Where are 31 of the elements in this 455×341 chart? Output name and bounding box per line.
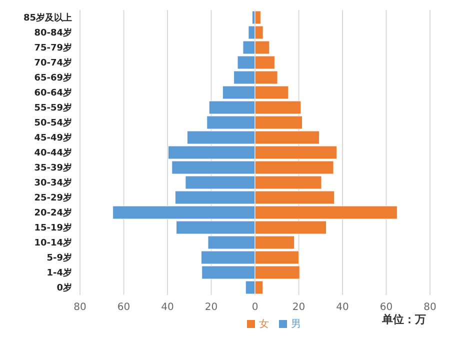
x-tick-label: 80 [424, 302, 436, 314]
text: 单位：万 [382, 312, 426, 327]
y-tick-label: 50-54岁 [34, 118, 72, 129]
y-tick-label: 55-59岁 [34, 102, 72, 114]
y-tick-label: 10-14岁 [34, 238, 72, 249]
y-tick-label: 15-19岁 [34, 222, 72, 234]
y-tick-label: 60-64岁 [34, 88, 72, 99]
x-tick-label: 40 [336, 302, 349, 314]
y-tick-label: 65-69岁 [34, 72, 72, 84]
x-tick-label: 20 [204, 302, 218, 314]
y-tick-label: 35-39岁 [34, 162, 72, 174]
x-tick-label: 40 [161, 302, 174, 314]
y-tick-label: 85岁及以上 [23, 12, 72, 24]
y-tick-label: 5-9岁 [46, 252, 72, 264]
y-tick-label: 40-44岁 [34, 148, 72, 159]
y-tick-label: 30-34岁 [34, 178, 72, 189]
y-tick-label: 1-4岁 [46, 268, 72, 279]
x-tick-label: 20 [292, 302, 306, 314]
y-tick-label: 20-24岁 [34, 208, 72, 219]
x-tick-label: 0 [252, 302, 258, 314]
y-tick-label: 25-29岁 [34, 192, 72, 204]
y-tick-label: 80-84岁 [34, 28, 72, 39]
x-tick-label: 80 [74, 302, 86, 314]
y-tick-label: 45-49岁 [34, 132, 72, 144]
x-tick-label: 60 [117, 302, 130, 314]
legend-label: 女 [259, 319, 269, 330]
y-tick-label: 75-79岁 [34, 42, 72, 54]
x-tick-label: 60 [380, 302, 393, 314]
y-tick-label: 0岁 [56, 282, 72, 294]
y-tick-label: 70-74岁 [34, 58, 72, 69]
legend-label: 男 [291, 319, 301, 330]
